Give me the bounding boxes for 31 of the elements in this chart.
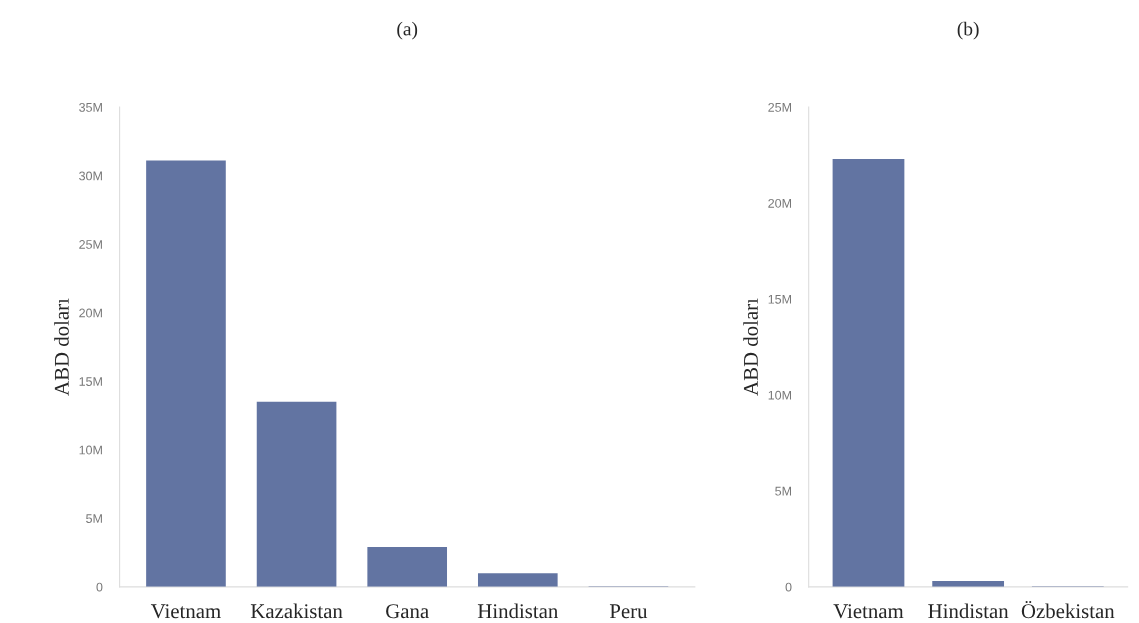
- y-tick-label: 0: [96, 582, 103, 592]
- y-tick-label: 25M: [79, 240, 102, 249]
- bar: [146, 160, 226, 587]
- y-tick-label: 5M: [86, 514, 102, 523]
- chart-title: (a): [397, 21, 418, 40]
- y-tick-label: 10M: [768, 390, 791, 400]
- x-tick-label: Vietnam: [150, 604, 221, 619]
- y-tick-label: 5M: [775, 486, 791, 496]
- y-tick-label: 30M: [79, 171, 102, 181]
- y-tick-label: 0: [785, 582, 792, 592]
- chart-title: (b): [957, 21, 979, 40]
- x-tick-label: Gana: [386, 604, 429, 619]
- y-tick-label: 35M: [79, 102, 102, 112]
- y-tick-label: 25M: [768, 102, 791, 112]
- bar: [832, 158, 905, 587]
- y-tick-label: 20M: [79, 308, 102, 318]
- bar: [256, 401, 337, 587]
- x-tick-label: Hindistan: [477, 603, 558, 619]
- y-tick-label: 20M: [768, 198, 791, 208]
- x-tick-label: Özbekistan: [1021, 601, 1115, 619]
- x-tick-label: Vietnam: [833, 604, 904, 619]
- y-tick-label: 10M: [79, 445, 102, 455]
- y-tick-label: 15M: [79, 377, 102, 386]
- bar: [477, 573, 558, 587]
- bar: [367, 547, 448, 587]
- x-tick-label: Peru: [609, 604, 648, 619]
- y-axis-title: ABD doları: [54, 298, 69, 396]
- y-tick-label: 15M: [768, 294, 791, 304]
- y-axis-title: ABD doları: [743, 298, 758, 396]
- x-tick-label: Kazakistan: [250, 603, 343, 619]
- x-tick-label: Hindistan: [928, 603, 1009, 619]
